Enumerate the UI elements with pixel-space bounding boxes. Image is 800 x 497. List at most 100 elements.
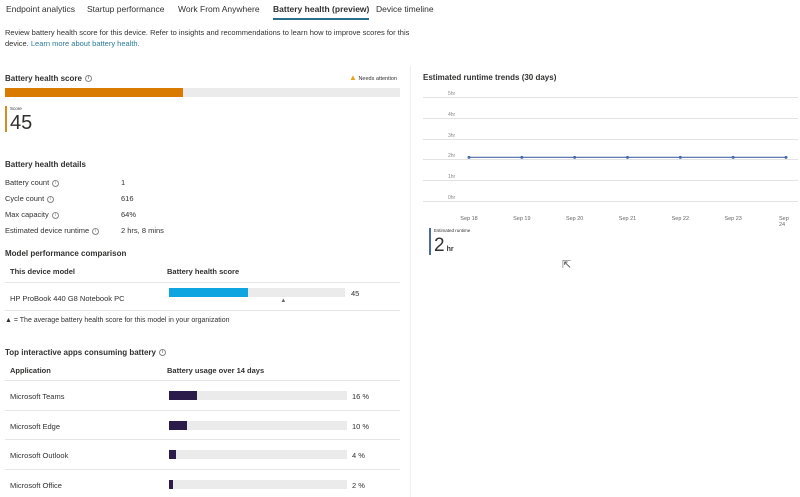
tab-endpoint-analytics[interactable]: Endpoint analytics [6,4,75,14]
data-point[interactable] [731,155,735,159]
detail-label: Battery count i [5,178,60,187]
x-tick-label: Sep 18 [460,216,478,222]
tab-device-timeline[interactable]: Device timeline [376,4,434,14]
usage-bar [169,450,347,459]
score-label: Score [10,106,22,111]
data-point[interactable] [784,155,788,159]
apps-title: Top interactive apps consuming battery i [5,348,166,357]
gridline [423,117,798,119]
usage-value: 10 % [352,421,370,431]
model-score-bar [169,288,345,297]
usage-bar [169,479,347,489]
model-col-header: This device model [10,267,76,276]
usage-bar [169,420,347,430]
gridline [423,180,798,182]
gridline [423,201,798,202]
y-tick-label: 4hr [448,111,456,118]
description: Review battery health score for this dev… [5,27,415,49]
tab-startup-performance[interactable]: Startup performance [87,4,165,14]
usage-bar-fill [169,391,198,400]
status-text: Needs attention [358,76,397,82]
description-text: Review battery health score for this dev… [5,28,410,48]
chart-title: Estimated runtime trends (30 days) [423,73,557,82]
info-icon[interactable]: i [159,349,166,357]
info-icon[interactable]: i [52,179,60,187]
info-icon[interactable]: i [84,75,92,83]
x-tick-label: Sep 22 [671,216,690,222]
mouse-cursor-icon: ⇱ [562,259,572,271]
score-value: 45 [10,112,33,134]
divider [5,310,400,311]
detail-value: 2 hrs, 8 mins [121,226,164,235]
data-point[interactable] [626,155,629,159]
gridline [423,138,798,140]
usage-value: 16 % [352,392,370,401]
y-tick-label: 5hr [448,91,456,97]
tab-work-from-anywhere[interactable]: Work From Anywhere [178,4,260,14]
score-bar [5,88,400,97]
tab-battery-health[interactable]: Battery health (preview) [273,4,370,20]
app-name: Microsoft Outlook [10,451,69,460]
info-icon[interactable]: i [51,211,59,219]
app-name: Microsoft Teams [10,392,65,401]
usage-bar-fill [169,450,177,459]
detail-label-text: Cycle count [5,194,45,203]
data-point[interactable] [467,155,471,159]
y-tick-label: 0hr [448,195,456,201]
gridline [423,159,798,161]
warning-icon: ▲ [349,73,357,82]
detail-label-text: Battery count [5,178,50,187]
score-title: Battery health score i [5,74,92,83]
detail-label: Max capacity i [5,210,59,219]
learn-more-link[interactable]: Learn more about battery health. [30,39,140,48]
detail-value: 64% [121,210,137,219]
x-tick-label: Sep 20 [565,216,584,222]
device-model: HP ProBook 440 G8 Notebook PC [10,294,125,303]
model-title: Model performance comparison [5,249,127,258]
x-tick-label: Sep 19 [513,216,531,222]
info-icon[interactable]: i [47,195,55,203]
app-name: Microsoft Office [10,480,62,490]
divider [5,380,400,381]
score-bar-fill [5,88,183,97]
x-tick-label: Sep 24 [779,216,789,228]
runtime-label: Estimated runtime [434,228,471,233]
detail-label: Estimated device runtime i [5,226,100,235]
runtime-value: 2 hr [434,235,454,257]
detail-value: 616 [121,194,134,203]
detail-label-text: Estimated device runtime [5,226,90,235]
column-divider [410,66,411,497]
usage-bar-fill [169,479,173,489]
x-tick-label: Sep 23 [724,216,742,222]
data-point[interactable] [573,155,577,159]
detail-label-text: Max capacity [5,210,49,219]
detail-label: Cycle count i [5,194,55,203]
x-tick-label: Sep 21 [618,216,637,222]
status-badge: ▲ Needs attention [349,73,397,82]
app-col-header: Application [10,366,51,375]
model-score-fill [169,288,249,297]
divider [5,468,400,470]
divider [5,282,400,283]
usage-col-header: Battery usage over 14 days [167,366,265,375]
divider [5,409,400,411]
y-tick-label: 3hr [448,132,456,139]
data-point[interactable] [678,155,682,159]
runtime-accent [429,228,431,255]
divider [5,439,400,440]
info-icon[interactable]: i [92,227,100,235]
score-accent [5,106,7,132]
y-tick-label: 1hr [448,174,456,181]
y-tick-label: 2hr [448,153,456,160]
usage-bar [169,391,347,400]
average-note: ▲ = The average battery health score for… [5,317,230,324]
runtime-unit: hr [446,246,454,253]
apps-title-text: Top interactive apps consuming battery [5,348,156,357]
details-title: Battery health details [5,160,86,169]
detail-value: 1 [121,178,126,187]
usage-value: 4 % [352,451,365,460]
average-marker-icon: ▲ [280,298,287,304]
score-col-header: Battery health score [167,267,240,276]
data-point[interactable] [520,155,524,159]
